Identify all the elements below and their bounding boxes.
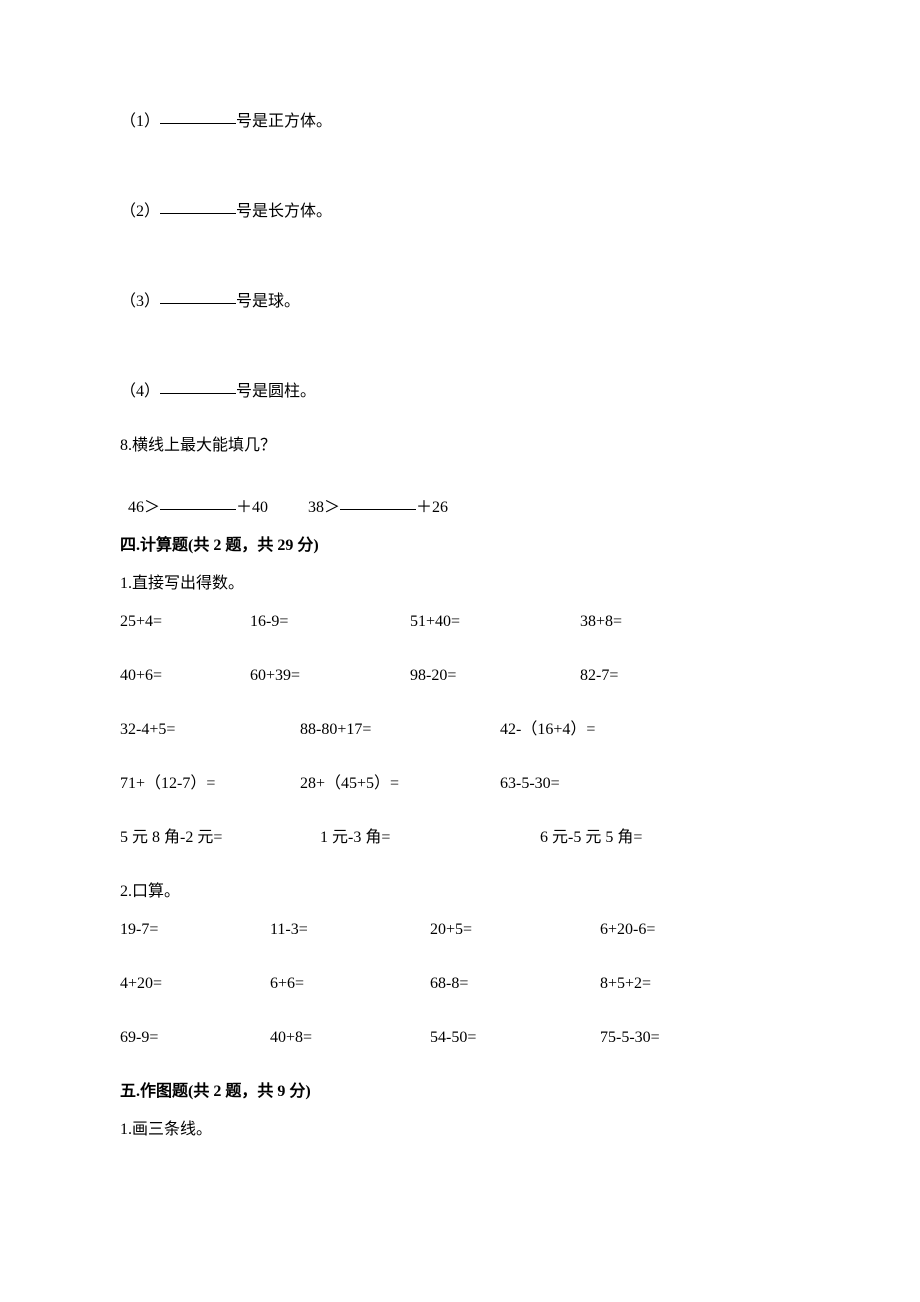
shape-blank[interactable] <box>160 108 236 124</box>
sec4-q1-label: 1.直接写出得数。 <box>120 572 800 596</box>
shape-question-tail: 号是圆柱。 <box>236 383 316 400</box>
calc-row: 69-9=40+8=54-50=75-5-30= <box>120 1026 800 1050</box>
sec5-q1-label: 1.画三条线。 <box>120 1118 800 1142</box>
shape-question: （4） 号是圆柱。 <box>120 380 800 404</box>
shape-blank[interactable] <box>160 378 236 394</box>
calc-cell: 6+20-6= <box>600 918 770 942</box>
shape-question-num: （2） <box>120 203 160 220</box>
shape-question-num: （4） <box>120 383 160 400</box>
shape-question-tail: 号是正方体。 <box>236 113 332 130</box>
calc-row: 5 元 8 角-2 元=1 元-3 角=6 元-5 元 5 角= <box>120 826 800 850</box>
calc-cell: 6 元-5 元 5 角= <box>540 826 760 850</box>
calc-cell: 6+6= <box>270 972 430 996</box>
shape-blank[interactable] <box>160 198 236 214</box>
q8-row: 46＞ ＋40 38＞ ＋26 <box>120 472 800 520</box>
calc-cell: 8+5+2= <box>600 972 770 996</box>
calc-cell: 20+5= <box>430 918 600 942</box>
q8-right-pre: 38＞ <box>308 499 340 516</box>
section4-heading: 四.计算题(共 2 题，共 29 分) <box>120 534 800 558</box>
calc-cell: 1 元-3 角= <box>320 826 540 850</box>
shape-question: （2） 号是长方体。 <box>120 200 800 224</box>
q8-left-pre: 46＞ <box>128 499 160 516</box>
calc-cell: 68-8= <box>430 972 600 996</box>
shape-question-tail: 号是球。 <box>236 293 300 310</box>
calc-row: 40+6=60+39=98-20=82-7= <box>120 664 800 688</box>
shape-question-num: （1） <box>120 113 160 130</box>
calc-row: 19-7=11-3=20+5=6+20-6= <box>120 918 800 942</box>
calc-cell: 40+6= <box>120 664 250 688</box>
q8-left-blank[interactable] <box>160 494 236 510</box>
calc-cell: 28+（45+5）= <box>300 772 500 796</box>
q8-right-blank[interactable] <box>340 494 416 510</box>
calc-cell: 11-3= <box>270 918 430 942</box>
calc-cell: 25+4= <box>120 610 250 634</box>
shape-question-num: （3） <box>120 293 160 310</box>
sec4-q2-label: 2.口算。 <box>120 880 800 904</box>
calc-cell: 60+39= <box>250 664 410 688</box>
section5-heading: 五.作图题(共 2 题，共 9 分) <box>120 1080 800 1104</box>
calc-cell: 42-（16+4）= <box>500 718 700 742</box>
calc-cell: 51+40= <box>410 610 580 634</box>
shape-blank[interactable] <box>160 288 236 304</box>
calc-cell: 38+8= <box>580 610 750 634</box>
shape-question: （3） 号是球。 <box>120 290 800 314</box>
calc-cell: 82-7= <box>580 664 750 688</box>
calc-row: 4+20=6+6=68-8=8+5+2= <box>120 972 800 996</box>
calc-cell: 63-5-30= <box>500 772 700 796</box>
calc-cell: 54-50= <box>430 1026 600 1050</box>
calc-row: 32-4+5=88-80+17=42-（16+4）= <box>120 718 800 742</box>
calc-cell: 16-9= <box>250 610 410 634</box>
q8-left-post: ＋40 <box>236 499 268 516</box>
calc-cell: 98-20= <box>410 664 580 688</box>
calc-cell: 75-5-30= <box>600 1026 770 1050</box>
calc-cell: 69-9= <box>120 1026 270 1050</box>
calc-cell: 4+20= <box>120 972 270 996</box>
calc-row: 71+（12-7）=28+（45+5）=63-5-30= <box>120 772 800 796</box>
shape-question-tail: 号是长方体。 <box>236 203 332 220</box>
calc-cell: 5 元 8 角-2 元= <box>120 826 320 850</box>
calc-row: 25+4=16-9=51+40=38+8= <box>120 610 800 634</box>
calc-cell: 19-7= <box>120 918 270 942</box>
calc-cell: 40+8= <box>270 1026 430 1050</box>
calc-cell: 71+（12-7）= <box>120 772 300 796</box>
q8-label: 8.横线上最大能填几？ <box>120 434 800 458</box>
calc-cell: 88-80+17= <box>300 718 500 742</box>
calc-cell: 32-4+5= <box>120 718 300 742</box>
shape-question: （1） 号是正方体。 <box>120 110 800 134</box>
q8-right-post: ＋26 <box>416 499 448 516</box>
